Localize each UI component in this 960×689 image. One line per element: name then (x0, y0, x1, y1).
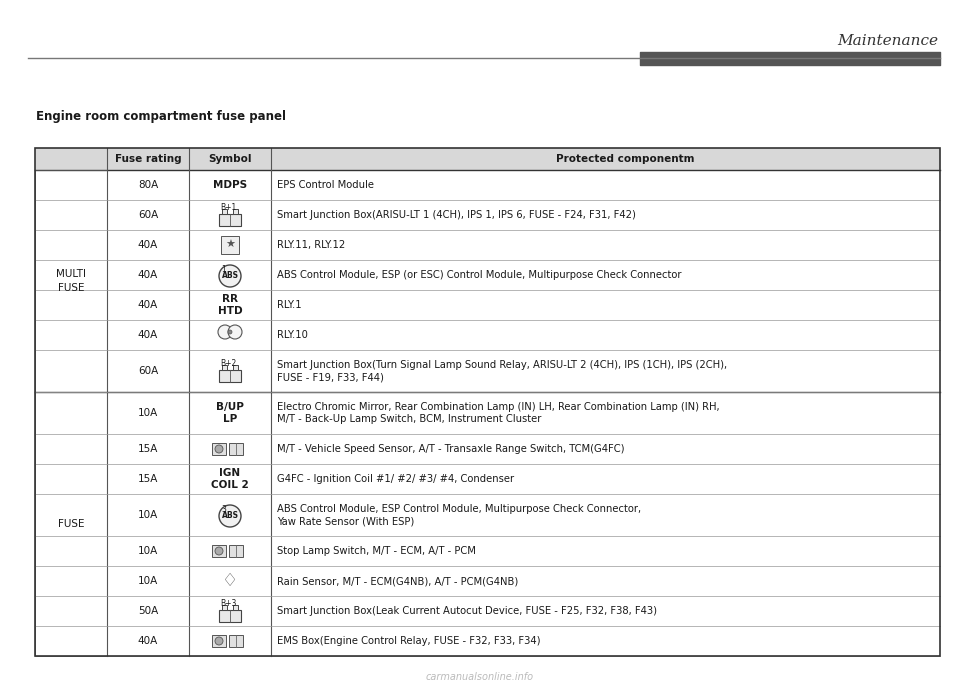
Bar (212, 545, 226, 557)
Text: 40A: 40A (138, 636, 158, 646)
Text: ABS: ABS (222, 271, 238, 280)
Text: 10A: 10A (138, 546, 158, 556)
Text: RLY.10: RLY.10 (277, 330, 308, 340)
Bar (35, 148, 940, 170)
Text: Protected componentm: Protected componentm (556, 154, 695, 164)
Text: MDPS: MDPS (213, 180, 247, 190)
Bar (212, 635, 226, 647)
Circle shape (215, 637, 223, 645)
Text: RLY.1: RLY.1 (277, 300, 301, 310)
Bar (219, 370, 241, 382)
Bar (219, 214, 241, 226)
Bar (233, 209, 238, 214)
Text: Maintenance: Maintenance (837, 34, 938, 48)
Text: 10A: 10A (138, 510, 158, 520)
Circle shape (219, 265, 241, 287)
Text: B/UP
LP: B/UP LP (216, 402, 244, 424)
Text: Smart Junction Box(Leak Current Autocut Device, FUSE - F25, F32, F38, F43): Smart Junction Box(Leak Current Autocut … (277, 606, 657, 616)
Text: 80A: 80A (138, 180, 158, 190)
Bar (222, 209, 227, 214)
Text: 60A: 60A (138, 210, 158, 220)
Text: 15A: 15A (138, 444, 158, 454)
Text: 10A: 10A (138, 576, 158, 586)
Circle shape (215, 445, 223, 453)
Text: Engine room compartment fuse panel: Engine room compartment fuse panel (36, 110, 286, 123)
Text: 10A: 10A (138, 408, 158, 418)
Text: Rain Sensor, M/T - ECM(G4NB), A/T - PCM(G4NB): Rain Sensor, M/T - ECM(G4NB), A/T - PCM(… (277, 576, 518, 586)
Text: EPS Control Module: EPS Control Module (277, 180, 374, 190)
Text: carmanualsonline.info: carmanualsonline.info (426, 672, 534, 682)
Text: B+1: B+1 (220, 203, 236, 212)
Text: G4FC - Ignition Coil #1/ #2/ #3/ #4, Condenser: G4FC - Ignition Coil #1/ #2/ #3/ #4, Con… (277, 474, 515, 484)
Text: B+2: B+2 (220, 358, 236, 367)
Text: 1: 1 (222, 265, 227, 274)
Text: ABS: ABS (222, 511, 238, 520)
Bar (35, 170, 107, 392)
Bar (222, 365, 227, 370)
Text: EMS Box(Engine Control Relay, FUSE - F32, F33, F34): EMS Box(Engine Control Relay, FUSE - F32… (277, 636, 540, 646)
Text: 50A: 50A (138, 606, 158, 616)
Bar (219, 610, 241, 622)
Bar (221, 236, 239, 254)
Text: B+3: B+3 (220, 599, 236, 608)
Text: Electro Chromic Mirror, Rear Combination Lamp (IN) LH, Rear Combination Lamp (IN: Electro Chromic Mirror, Rear Combination… (277, 402, 720, 424)
Text: ★: ★ (225, 240, 235, 250)
Text: 40A: 40A (138, 330, 158, 340)
Text: RLY.11, RLY.12: RLY.11, RLY.12 (277, 240, 346, 250)
Text: ♢: ♢ (222, 572, 238, 590)
Circle shape (215, 547, 223, 555)
Text: Smart Junction Box(ARISU-LT 1 (4CH), IPS 1, IPS 6, FUSE - F24, F31, F42): Smart Junction Box(ARISU-LT 1 (4CH), IPS… (277, 210, 636, 220)
Text: 40A: 40A (138, 240, 158, 250)
Bar (233, 365, 238, 370)
Circle shape (228, 325, 242, 339)
Circle shape (219, 505, 241, 527)
Text: 40A: 40A (138, 300, 158, 310)
Text: 40A: 40A (138, 270, 158, 280)
Text: ABS Control Module, ESP (or ESC) Control Module, Multipurpose Check Connector: ABS Control Module, ESP (or ESC) Control… (277, 270, 682, 280)
Text: Fuse rating: Fuse rating (114, 154, 181, 164)
Bar (222, 605, 227, 610)
Text: Symbol: Symbol (208, 154, 252, 164)
Bar (35, 148, 940, 656)
Text: 15A: 15A (138, 474, 158, 484)
Bar (212, 443, 226, 455)
Text: Smart Junction Box(Turn Signal Lamp Sound Relay, ARISU-LT 2 (4CH), IPS (1CH), IP: Smart Junction Box(Turn Signal Lamp Soun… (277, 360, 727, 382)
Text: RR
HTD: RR HTD (218, 294, 242, 316)
Text: Stop Lamp Switch, M/T - ECM, A/T - PCM: Stop Lamp Switch, M/T - ECM, A/T - PCM (277, 546, 476, 556)
Bar (229, 635, 243, 647)
Bar (233, 605, 238, 610)
Text: 60A: 60A (138, 366, 158, 376)
Text: MULTI
FUSE: MULTI FUSE (56, 269, 86, 293)
Text: ABS Control Module, ESP Control Module, Multipurpose Check Connector,
Yaw Rate S: ABS Control Module, ESP Control Module, … (277, 504, 641, 526)
Text: FUSE: FUSE (58, 519, 84, 529)
Text: M/T - Vehicle Speed Sensor, A/T - Transaxle Range Switch, TCM(G4FC): M/T - Vehicle Speed Sensor, A/T - Transa… (277, 444, 625, 454)
Circle shape (228, 330, 232, 334)
Text: IGN
COIL 2: IGN COIL 2 (211, 468, 249, 490)
Bar (35, 392, 107, 656)
Bar (229, 443, 243, 455)
Text: 3: 3 (222, 504, 227, 513)
Bar (229, 545, 243, 557)
Circle shape (218, 325, 232, 339)
